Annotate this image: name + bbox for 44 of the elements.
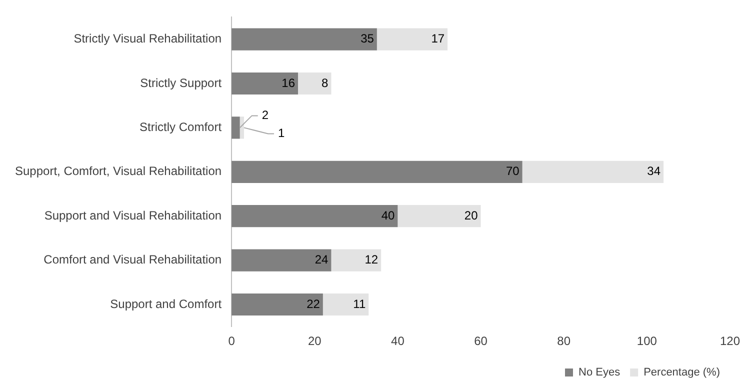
bar [232, 160, 522, 183]
y-tick-label: Comfort and Visual Rehabilitation [44, 252, 222, 267]
bar [232, 249, 332, 272]
x-tick-label: 80 [557, 334, 571, 348]
bar [232, 72, 298, 95]
bar [322, 293, 369, 316]
bar [331, 249, 382, 272]
y-tick-label: Strictly Comfort [140, 120, 222, 134]
y-tick-label: Support and Comfort [110, 296, 222, 311]
bar [232, 116, 240, 139]
bar [522, 160, 664, 183]
bar [298, 72, 332, 95]
x-tick-label: 40 [391, 334, 405, 348]
data-label: 17 [431, 32, 445, 46]
data-label: 20 [464, 208, 478, 222]
bar [232, 28, 377, 50]
bar [240, 116, 244, 139]
data-label: 11 [353, 296, 366, 311]
data-label: 8 [322, 76, 329, 90]
legend-label: Percentage (%) [644, 366, 720, 379]
bar [232, 293, 323, 316]
data-label: 2 [262, 108, 269, 122]
data-label: 12 [364, 252, 378, 267]
legend-label: No Eyes [578, 366, 621, 379]
data-label: 1 [278, 126, 286, 140]
x-tick-label: 60 [474, 334, 488, 348]
y-tick-label: Support, Comfort, Visual Rehabilitation [14, 164, 222, 178]
data-label: 16 [282, 76, 296, 90]
x-tick-label: 0 [228, 334, 236, 348]
bar [398, 205, 481, 228]
x-tick-label: 20 [308, 334, 322, 348]
data-label: 24 [314, 252, 329, 267]
data-label: 22 [306, 296, 320, 311]
data-label: 40 [381, 208, 396, 222]
data-label: 34 [647, 164, 661, 178]
x-tick-label: 120 [720, 334, 740, 348]
data-label: 35 [360, 32, 374, 46]
y-tick-label: Strictly Support [140, 76, 222, 90]
x-tick-label: 100 [636, 334, 658, 348]
bar [232, 205, 398, 228]
bar [376, 28, 448, 50]
y-tick-label: Strictly Visual Rehabilitation [74, 32, 222, 46]
y-tick-label: Support and Visual Rehabilitation [44, 208, 222, 222]
data-label: 70 [506, 164, 520, 178]
